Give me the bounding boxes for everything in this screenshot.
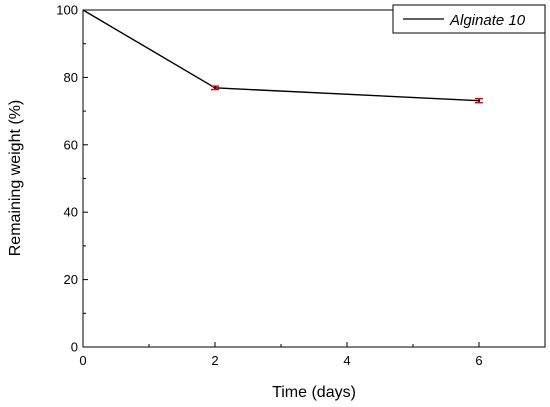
x-axis-title: Time (days)	[272, 384, 356, 401]
legend: Alginate 10	[392, 4, 546, 34]
y-tick-label: 80	[64, 70, 78, 85]
plot-area	[82, 9, 546, 348]
data-point	[477, 99, 481, 102]
y-tick-label: 20	[64, 272, 78, 287]
y-axis-title: Remaining weight (%)	[7, 100, 24, 257]
y-tick-labels: 0 20 40 60 80 100	[56, 3, 78, 355]
y-tick-label: 0	[71, 340, 78, 355]
y-tick-label: 60	[64, 137, 78, 152]
x-tick-label: 4	[343, 353, 350, 368]
y-tick-label: 40	[64, 205, 78, 220]
legend-label-alginate-10: Alginate 10	[449, 12, 526, 29]
x-tick-label: 2	[211, 353, 218, 368]
plot-frame	[82, 9, 546, 348]
x-tick-labels: 0 2 4 6	[79, 353, 482, 368]
x-tick-label: 0	[79, 353, 86, 368]
data-point	[213, 86, 217, 90]
y-tick-label: 100	[56, 3, 78, 18]
x-tick-label: 6	[475, 353, 482, 368]
